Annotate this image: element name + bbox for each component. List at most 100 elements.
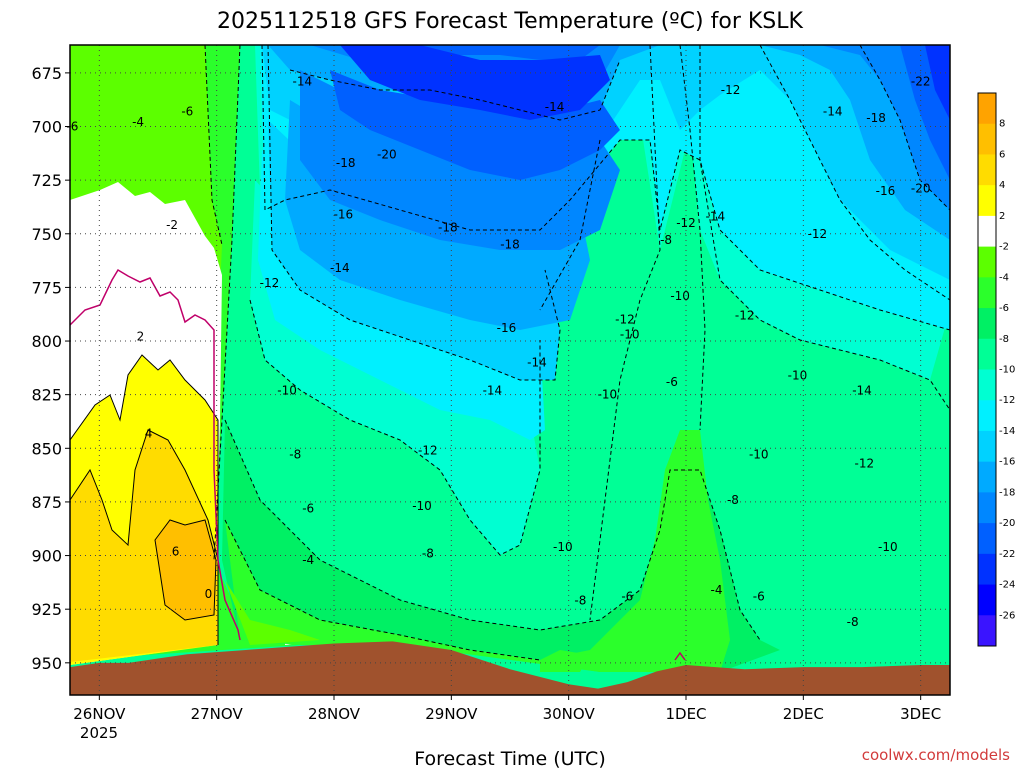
y-tick-label-750: 750 <box>31 225 62 244</box>
contour-label-27: -10 <box>670 289 690 303</box>
colorbar-swatch-9 <box>978 369 996 401</box>
contour-label-21: -16 <box>876 184 896 198</box>
colorbar-label-14: -22 <box>999 549 1015 560</box>
contour-label-41: -10 <box>749 448 769 462</box>
colorbar-label-1: 6 <box>999 149 1005 160</box>
colorbar-label-8: -10 <box>999 365 1015 376</box>
colorbar-swatch-10 <box>978 400 996 432</box>
colorbar-label-12: -18 <box>999 487 1015 498</box>
contour-label-25: -12 <box>808 227 828 241</box>
contour-label-10: -20 <box>377 147 397 161</box>
contour-label-29: -12 <box>735 308 755 322</box>
colorbar-label-16: -26 <box>999 610 1015 621</box>
contour-value-labels: -6 -4-6-22460-14-18-20-16-18-18-14-12-14-… <box>66 74 930 629</box>
contour-label-0: -6 <box>66 120 78 134</box>
contour-label-31: -16 <box>497 321 517 335</box>
colorbar-label-0: 8 <box>999 119 1005 130</box>
contour-label-34: -14 <box>483 383 503 397</box>
colorbar-swatch-11 <box>978 430 996 463</box>
contour-label-28: -12 <box>615 313 635 327</box>
x-tick-label-29NOV: 29NOV <box>425 705 478 723</box>
y-tick-label-950: 950 <box>31 654 62 673</box>
contour-label-33: -10 <box>277 383 297 397</box>
contour-label-13: -18 <box>500 238 520 252</box>
contour-label-43: -6 <box>302 501 314 515</box>
contour-label-39: -12 <box>418 443 438 457</box>
x-tick-label-3DEC: 3DEC <box>900 705 941 723</box>
temperature-field <box>70 45 950 695</box>
contour-label-23: -12 <box>676 216 696 230</box>
x-tick-label-27NOV: 27NOV <box>191 705 244 723</box>
contour-label-48: -4 <box>302 553 314 567</box>
colorbar-label-5: -4 <box>999 272 1009 283</box>
colorbar-swatch-8 <box>978 338 996 370</box>
colorbar-label-4: -2 <box>999 242 1009 253</box>
contour-label-45: -8 <box>727 493 739 507</box>
contour-label-24: -14 <box>706 210 726 224</box>
colorbar-label-15: -24 <box>999 580 1015 591</box>
plot-frame <box>69 44 951 696</box>
contour-label-22: -20 <box>911 182 931 196</box>
contour-label-51: -6 <box>753 589 765 603</box>
x-tick-label-28NOV: 28NOV <box>308 705 361 723</box>
contour-label-42: -12 <box>855 456 875 470</box>
contour-label-47: -8 <box>422 546 434 560</box>
colorbar-swatch-6 <box>978 277 996 309</box>
colorbar-label-3: 2 <box>999 211 1005 222</box>
contour-label-9: -18 <box>336 156 356 170</box>
y-tick-label-725: 725 <box>31 171 62 190</box>
colorbar-swatch-17 <box>978 615 996 647</box>
x-tick-label-1DEC: 1DEC <box>665 705 706 723</box>
colorbar-swatch-3 <box>978 185 996 217</box>
colorbar-swatch-0 <box>978 93 996 125</box>
x-tick-label-2DEC: 2DEC <box>783 705 824 723</box>
colorbar-label-9: -12 <box>999 395 1015 406</box>
colorbar-label-13: -20 <box>999 518 1015 529</box>
contour-label-1: -4 <box>132 115 144 129</box>
colorbar-label-10: -14 <box>999 426 1015 437</box>
colorbar-swatch-7 <box>978 308 996 340</box>
source-credit: coolwx.com/models <box>862 746 1010 764</box>
colorbar-label-6: -6 <box>999 303 1009 314</box>
colorbar-label-2: 4 <box>999 180 1005 191</box>
contour-label-26: -8 <box>660 233 672 247</box>
contour-label-11: -16 <box>334 207 354 221</box>
contour-label-6: 6 <box>172 544 180 558</box>
chart-title: 2025112518 GFS Forecast Temperature (ºC)… <box>217 9 803 34</box>
x-axis-label: Forecast Time (UTC) <box>414 748 605 768</box>
x-tick-label-30NOV: 30NOV <box>543 705 596 723</box>
contour-label-46: -10 <box>553 540 573 554</box>
colorbar-swatch-4 <box>978 215 996 248</box>
contour-label-2: -6 <box>181 105 193 119</box>
y-tick-label-700: 700 <box>31 118 62 137</box>
contour-label-52: -8 <box>574 594 586 608</box>
y-tick-label-900: 900 <box>31 547 62 566</box>
contour-label-17: -12 <box>721 83 741 97</box>
contour-lines <box>70 45 950 661</box>
contour-label-19: -18 <box>866 111 886 125</box>
contour-label-38: -14 <box>852 383 872 397</box>
x-tick-label-26NOV: 26NOV <box>73 705 126 723</box>
colorbar-swatch-2 <box>978 154 996 186</box>
contour-label-12: -18 <box>438 220 458 234</box>
contour-label-4: 2 <box>137 330 145 344</box>
contour-label-14: -14 <box>330 261 350 275</box>
colorbar-swatch-12 <box>978 461 996 493</box>
contour-label-5: 4 <box>145 426 153 440</box>
contour-label-20: -22 <box>911 74 931 88</box>
grid-lines <box>70 45 950 695</box>
y-tick-label-875: 875 <box>31 493 62 512</box>
contour-label-18: -14 <box>823 105 843 119</box>
contour-label-54: -8 <box>847 615 859 629</box>
y-tick-label-675: 675 <box>31 64 62 83</box>
colorbar-swatch-1 <box>978 123 996 155</box>
y-tick-label-800: 800 <box>31 332 62 351</box>
contour-label-53: -6 <box>621 589 633 603</box>
colorbar: 8 6 4 2 -2 -4 -6 -8 -10 -12 -14 -16 -18 -20 -22 -24 -26 <box>977 92 1015 647</box>
contour-label-37: -10 <box>788 368 808 382</box>
colorbar-swatch-15 <box>978 553 996 586</box>
y-tick-label-850: 850 <box>31 439 62 458</box>
colorbar-label-7: -8 <box>999 334 1009 345</box>
contour-label-15: -12 <box>260 276 280 290</box>
